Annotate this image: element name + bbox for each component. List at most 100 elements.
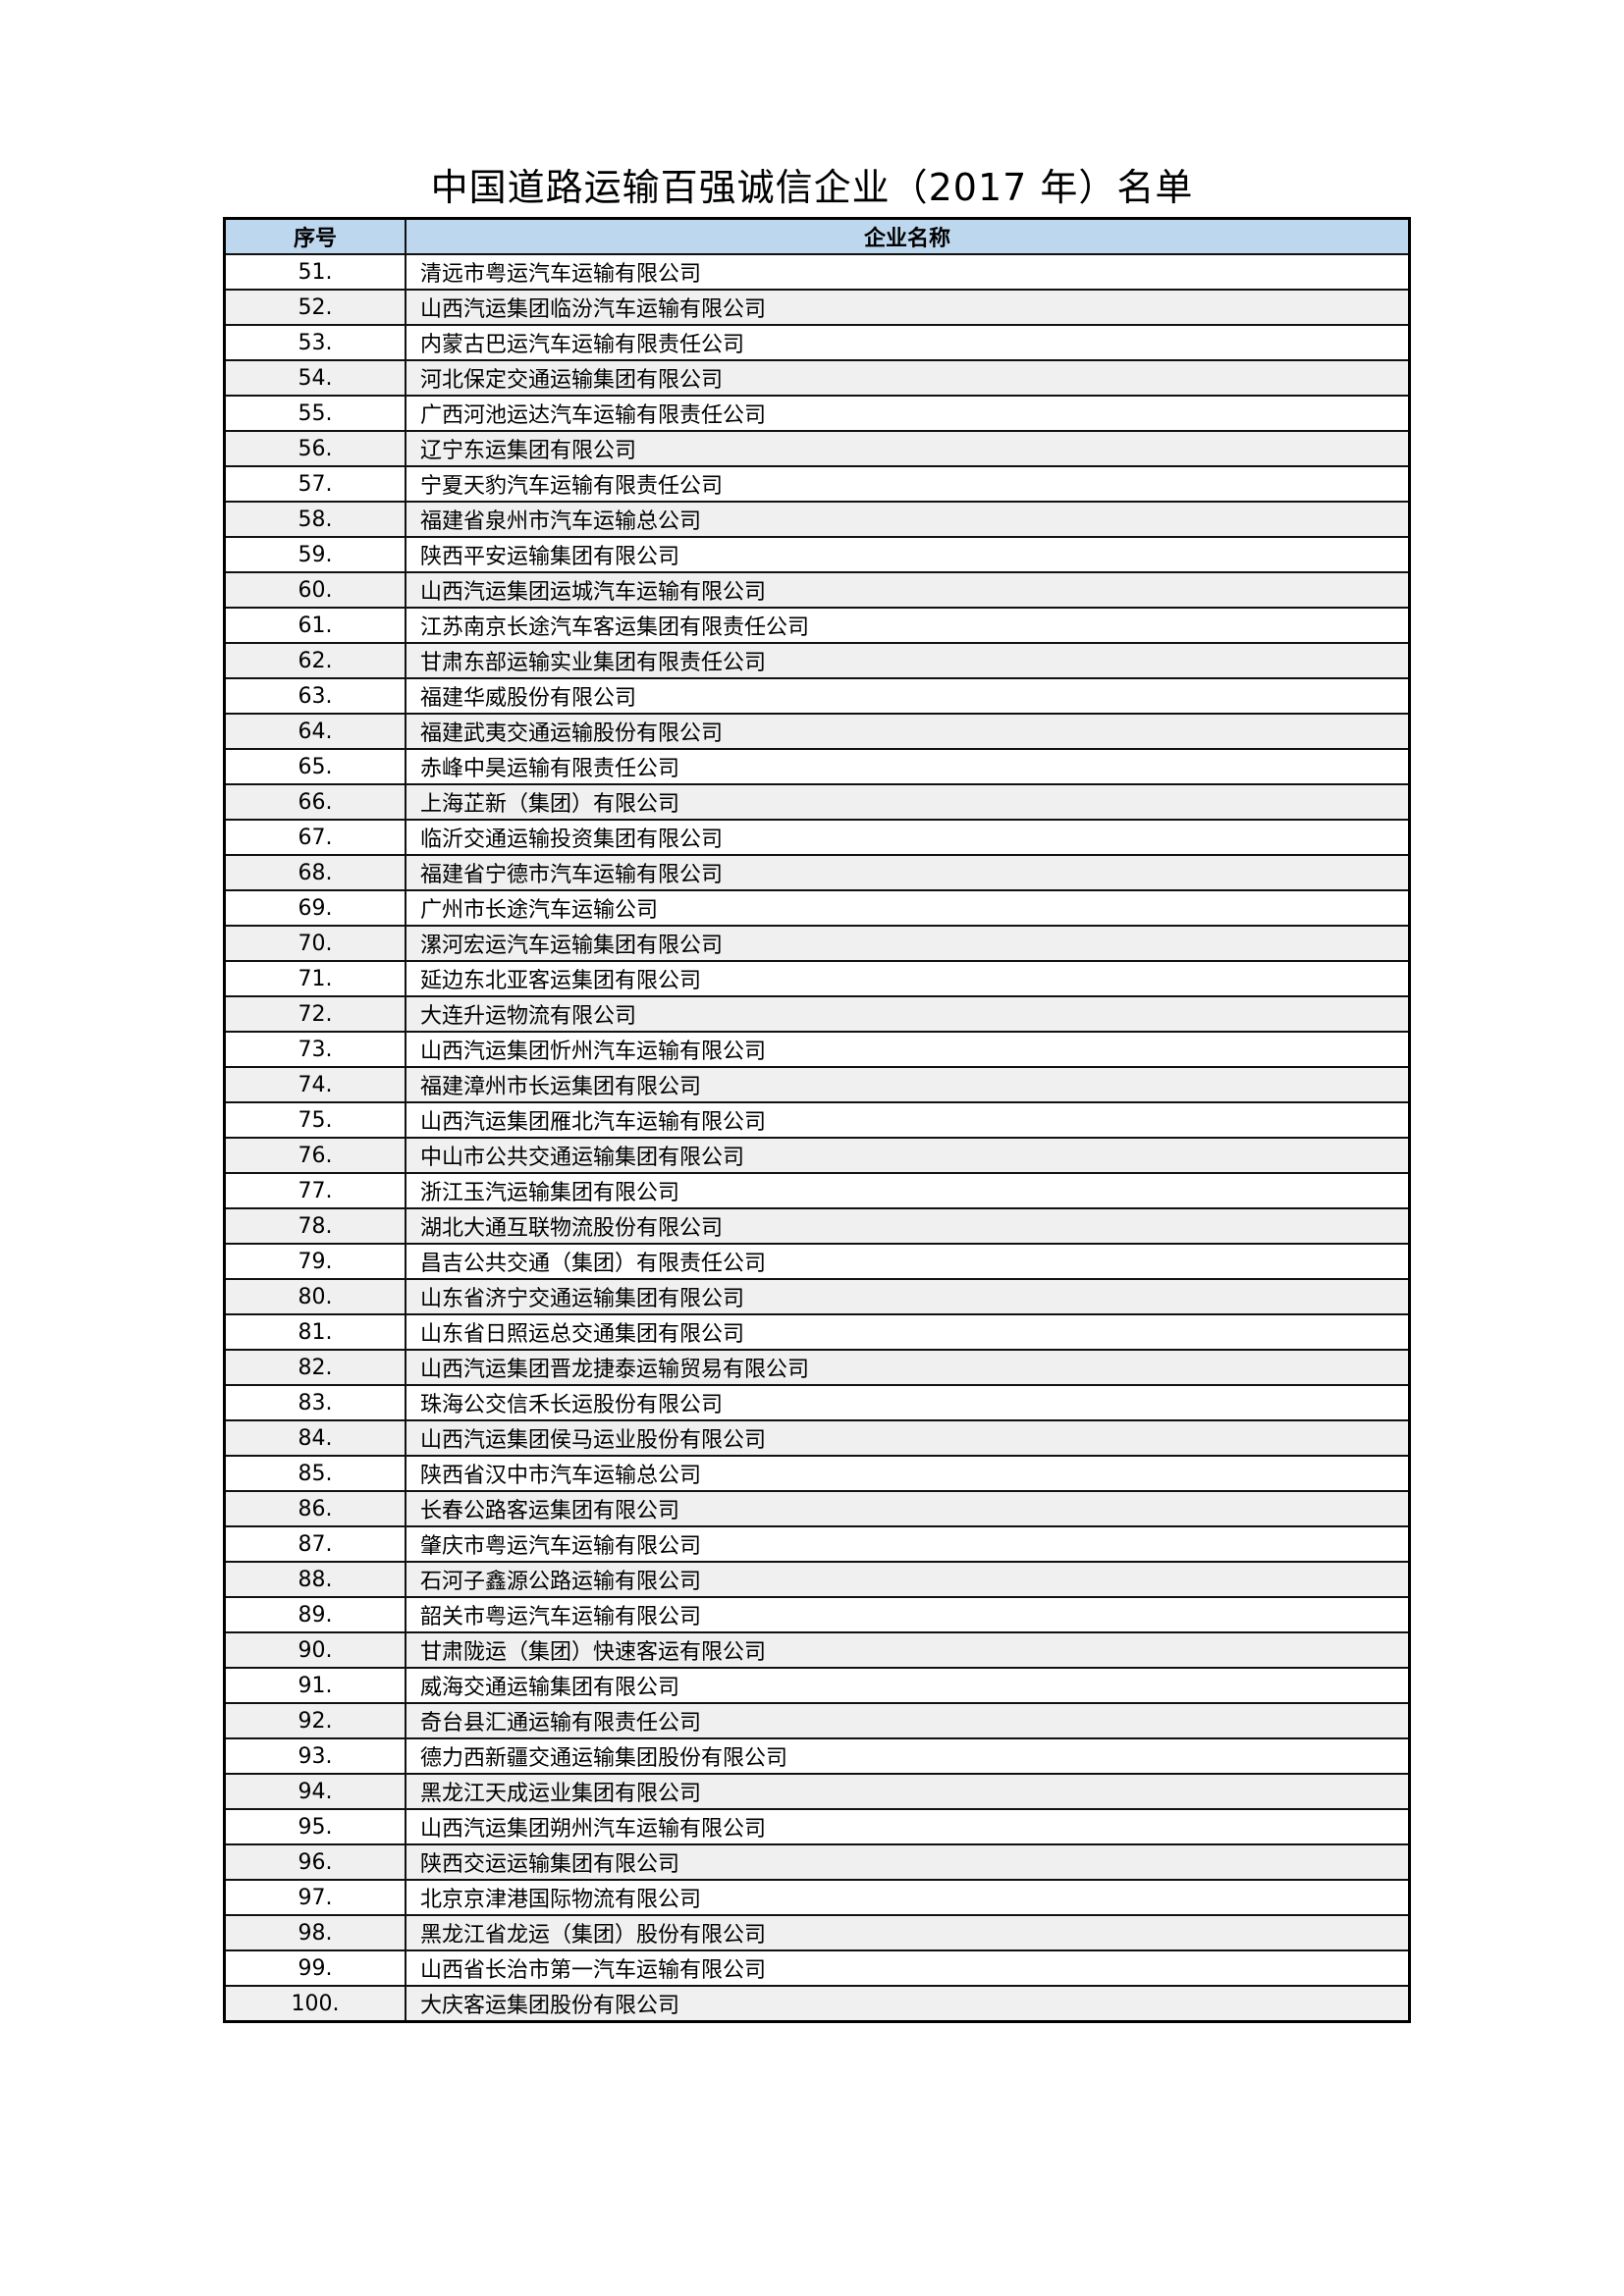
serial-number-cell: 84.	[223, 1419, 406, 1457]
enterprise-name-cell: 长春公路客运集团有限公司	[405, 1490, 1411, 1527]
serial-number-cell: 74.	[223, 1066, 406, 1103]
enterprise-name-cell: 黑龙江省龙运（集团）股份有限公司	[405, 1914, 1411, 1951]
enterprise-name-cell: 奇台县汇通运输有限责任公司	[405, 1702, 1411, 1739]
enterprise-name-cell: 湖北大通互联物流股份有限公司	[405, 1207, 1411, 1245]
serial-number-cell: 92.	[223, 1702, 406, 1739]
serial-number-cell: 68.	[223, 854, 406, 891]
serial-number-cell: 78.	[223, 1207, 406, 1245]
serial-number-cell: 99.	[223, 1949, 406, 1987]
enterprise-name-cell: 河北保定交通运输集团有限公司	[405, 359, 1411, 397]
enterprise-name-cell: 威海交通运输集团有限公司	[405, 1667, 1411, 1704]
enterprise-name-cell: 福建省宁德市汽车运输有限公司	[405, 854, 1411, 891]
serial-number-cell: 73.	[223, 1031, 406, 1068]
table-row: 87. 肇庆市粤运汽车运输有限公司	[223, 1525, 1411, 1563]
table-row: 51. 清远市粤运汽车运输有限公司	[223, 253, 1411, 291]
enterprise-name-cell: 上海芷新（集团）有限公司	[405, 783, 1411, 821]
table-row: 94. 黑龙江天成运业集团有限公司	[223, 1773, 1411, 1810]
serial-number-cell: 90.	[223, 1631, 406, 1669]
enterprise-name-cell: 福建省泉州市汽车运输总公司	[405, 501, 1411, 538]
table-row: 64. 福建武夷交通运输股份有限公司	[223, 713, 1411, 750]
enterprise-name-cell: 甘肃陇运（集团）快速客运有限公司	[405, 1631, 1411, 1669]
enterprise-name-cell: 清远市粤运汽车运输有限公司	[405, 253, 1411, 291]
serial-number-cell: 64.	[223, 713, 406, 750]
serial-number-cell: 97.	[223, 1879, 406, 1916]
enterprise-name-cell: 山西汽运集团忻州汽车运输有限公司	[405, 1031, 1411, 1068]
table-row: 71. 延边东北亚客运集团有限公司	[223, 960, 1411, 997]
serial-number-cell: 71.	[223, 960, 406, 997]
table-row: 63. 福建华威股份有限公司	[223, 677, 1411, 715]
table-row: 70. 漯河宏运汽车运输集团有限公司	[223, 925, 1411, 962]
serial-number-cell: 86.	[223, 1490, 406, 1527]
serial-number-cell: 91.	[223, 1667, 406, 1704]
serial-number-cell: 52.	[223, 289, 406, 326]
table-row: 60. 山西汽运集团运城汽车运输有限公司	[223, 571, 1411, 609]
serial-number-cell: 77.	[223, 1172, 406, 1209]
table-row: 76. 中山市公共交通运输集团有限公司	[223, 1137, 1411, 1174]
enterprise-name-cell: 陕西交运运输集团有限公司	[405, 1843, 1411, 1881]
serial-number-cell: 93.	[223, 1737, 406, 1775]
enterprise-name-cell: 昌吉公共交通（集团）有限责任公司	[405, 1243, 1411, 1280]
table-row: 85. 陕西省汉中市汽车运输总公司	[223, 1455, 1411, 1492]
enterprise-name-cell: 黑龙江天成运业集团有限公司	[405, 1773, 1411, 1810]
serial-number-cell: 88.	[223, 1561, 406, 1598]
table-row: 61. 江苏南京长途汽车客运集团有限责任公司	[223, 607, 1411, 644]
enterprise-name-cell: 临沂交通运输投资集团有限公司	[405, 819, 1411, 856]
enterprise-name-cell: 陕西省汉中市汽车运输总公司	[405, 1455, 1411, 1492]
serial-number-cell: 81.	[223, 1313, 406, 1351]
table-row: 96. 陕西交运运输集团有限公司	[223, 1843, 1411, 1881]
table-row: 97. 北京京津港国际物流有限公司	[223, 1879, 1411, 1916]
enterprise-name-cell: 珠海公交信禾长运股份有限公司	[405, 1384, 1411, 1421]
enterprise-name-cell: 中山市公共交通运输集团有限公司	[405, 1137, 1411, 1174]
table-row: 95. 山西汽运集团朔州汽车运输有限公司	[223, 1808, 1411, 1845]
serial-number-cell: 79.	[223, 1243, 406, 1280]
table-row: 72. 大连升运物流有限公司	[223, 995, 1411, 1033]
table-row: 88. 石河子鑫源公路运输有限公司	[223, 1561, 1411, 1598]
table-row: 91. 威海交通运输集团有限公司	[223, 1667, 1411, 1704]
table-row: 74. 福建漳州市长运集团有限公司	[223, 1066, 1411, 1103]
enterprise-name-cell: 山西汽运集团运城汽车运输有限公司	[405, 571, 1411, 609]
enterprise-name-cell: 广西河池运达汽车运输有限责任公司	[405, 395, 1411, 432]
enterprise-name-cell: 石河子鑫源公路运输有限公司	[405, 1561, 1411, 1598]
enterprise-name-cell: 福建武夷交通运输股份有限公司	[405, 713, 1411, 750]
enterprise-name-cell: 江苏南京长途汽车客运集团有限责任公司	[405, 607, 1411, 644]
serial-number-cell: 57.	[223, 465, 406, 503]
table-row: 75. 山西汽运集团雁北汽车运输有限公司	[223, 1101, 1411, 1139]
enterprise-name-cell: 福建华威股份有限公司	[405, 677, 1411, 715]
serial-number-cell: 58.	[223, 501, 406, 538]
enterprise-name-cell: 漯河宏运汽车运输集团有限公司	[405, 925, 1411, 962]
enterprise-name-cell: 延边东北亚客运集团有限公司	[405, 960, 1411, 997]
serial-number-cell: 59.	[223, 536, 406, 573]
enterprise-name-cell: 福建漳州市长运集团有限公司	[405, 1066, 1411, 1103]
table-row: 59. 陕西平安运输集团有限公司	[223, 536, 1411, 573]
enterprise-name-cell: 大连升运物流有限公司	[405, 995, 1411, 1033]
serial-number-cell: 94.	[223, 1773, 406, 1810]
serial-number-cell: 63.	[223, 677, 406, 715]
enterprise-name-cell: 赤峰中昊运输有限责任公司	[405, 748, 1411, 785]
serial-number-cell: 55.	[223, 395, 406, 432]
enterprise-name-cell: 山西汽运集团临汾汽车运输有限公司	[405, 289, 1411, 326]
serial-number-cell: 100.	[223, 1985, 406, 2023]
table-row: 81. 山东省日照运总交通集团有限公司	[223, 1313, 1411, 1351]
table-row: 93. 德力西新疆交通运输集团股份有限公司	[223, 1737, 1411, 1775]
enterprise-name-cell: 山西汽运集团侯马运业股份有限公司	[405, 1419, 1411, 1457]
header-enterprise-name: 企业名称	[405, 217, 1411, 255]
table-row: 92. 奇台县汇通运输有限责任公司	[223, 1702, 1411, 1739]
serial-number-cell: 67.	[223, 819, 406, 856]
table-row: 56. 辽宁东运集团有限公司	[223, 430, 1411, 467]
enterprise-name-cell: 北京京津港国际物流有限公司	[405, 1879, 1411, 1916]
table-row: 99. 山西省长治市第一汽车运输有限公司	[223, 1949, 1411, 1987]
serial-number-cell: 89.	[223, 1596, 406, 1633]
table-row: 79. 昌吉公共交通（集团）有限责任公司	[223, 1243, 1411, 1280]
serial-number-cell: 61.	[223, 607, 406, 644]
table-row: 73. 山西汽运集团忻州汽车运输有限公司	[223, 1031, 1411, 1068]
table-row: 90. 甘肃陇运（集团）快速客运有限公司	[223, 1631, 1411, 1669]
serial-number-cell: 70.	[223, 925, 406, 962]
table-row: 65. 赤峰中昊运输有限责任公司	[223, 748, 1411, 785]
table-row: 54. 河北保定交通运输集团有限公司	[223, 359, 1411, 397]
table-row: 100. 大庆客运集团股份有限公司	[223, 1985, 1411, 2023]
serial-number-cell: 82.	[223, 1349, 406, 1386]
table-row: 69. 广州市长途汽车运输公司	[223, 889, 1411, 927]
table-row: 68. 福建省宁德市汽车运输有限公司	[223, 854, 1411, 891]
serial-number-cell: 75.	[223, 1101, 406, 1139]
enterprise-name-cell: 甘肃东部运输实业集团有限责任公司	[405, 642, 1411, 679]
